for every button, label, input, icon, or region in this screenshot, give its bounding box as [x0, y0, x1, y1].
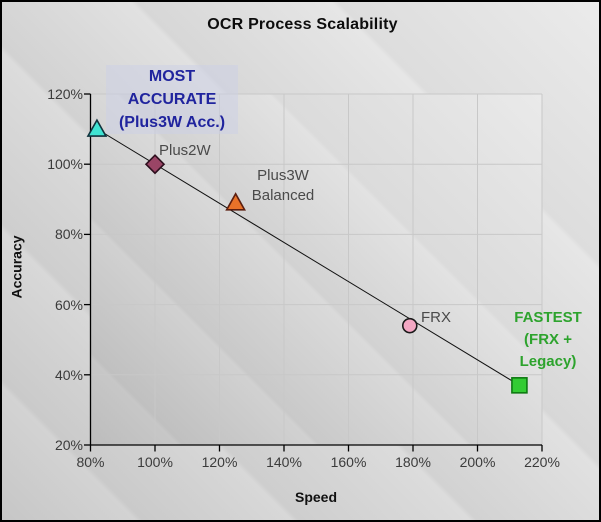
- label-frx: FRX: [421, 309, 451, 326]
- annotation-most-line2: ACCURATE: [127, 91, 217, 108]
- annotation-fastest-line1: FASTEST: [514, 309, 582, 326]
- y-tick-100: 100%: [47, 156, 83, 172]
- y-tick-80: 80%: [54, 226, 83, 242]
- x-tick-100: 100%: [137, 454, 173, 470]
- y-tick-120: 120%: [47, 86, 83, 102]
- x-tick-140: 140%: [266, 454, 302, 470]
- label-plus3w-line1: Plus3W: [257, 167, 309, 184]
- label-plus3w-balanced: Plus3W Balanced: [236, 166, 330, 206]
- x-axis-title: Speed: [294, 489, 337, 505]
- y-tick-40: 40%: [54, 367, 83, 383]
- x-tick-160: 160%: [330, 454, 367, 470]
- x-tick-120: 120%: [201, 454, 238, 470]
- x-tick-220: 220%: [524, 454, 560, 470]
- y-axis-title-text: Accuracy: [9, 235, 26, 299]
- annotation-most-accurate: MOST ACCURATE (Plus3W Acc.): [106, 65, 238, 134]
- plot-area: [90, 94, 542, 445]
- y-tick-20: 20%: [54, 437, 83, 453]
- label-plus3w-line2: Balanced: [251, 187, 315, 204]
- x-tick-180: 180%: [395, 454, 431, 470]
- y-tick-60: 60%: [54, 297, 83, 313]
- annotation-fastest-line2: (FRX +: [524, 331, 572, 348]
- annotation-fastest-line3: Legacy): [519, 353, 577, 370]
- chart-title: OCR Process Scalability: [207, 16, 398, 33]
- x-tick-80: 80%: [76, 454, 105, 470]
- annotation-most-line3: (Plus3W Acc.): [118, 114, 226, 131]
- label-plus2w: Plus2W: [159, 142, 211, 159]
- annotation-most-line1: MOST: [148, 68, 196, 85]
- y-axis-title: Accuracy: [2, 207, 32, 327]
- x-tick-200: 200%: [459, 454, 496, 470]
- annotation-fastest: FASTEST (FRX + Legacy): [496, 307, 599, 373]
